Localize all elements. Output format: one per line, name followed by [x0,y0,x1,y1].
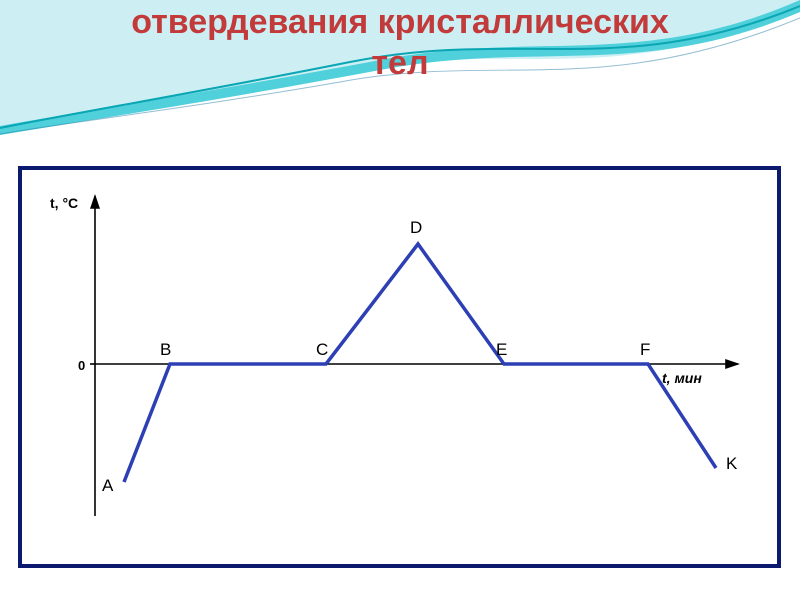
y-axis-label: t, °C [50,195,78,211]
point-label-e: E [496,340,507,360]
point-label-b: B [160,340,171,360]
zero-label: 0 [78,358,85,373]
point-label-a: A [102,476,113,496]
chart-container [18,166,781,568]
title-line1: отвердевания кристаллических [131,3,669,41]
point-label-d: D [410,218,422,238]
point-label-k: K [726,454,737,474]
title-line2: тел [371,44,428,82]
slide-title: отвердевания кристаллических тел [0,0,800,84]
point-label-f: F [640,340,650,360]
point-label-c: C [316,340,328,360]
x-axis-label: t, мин [662,370,702,386]
